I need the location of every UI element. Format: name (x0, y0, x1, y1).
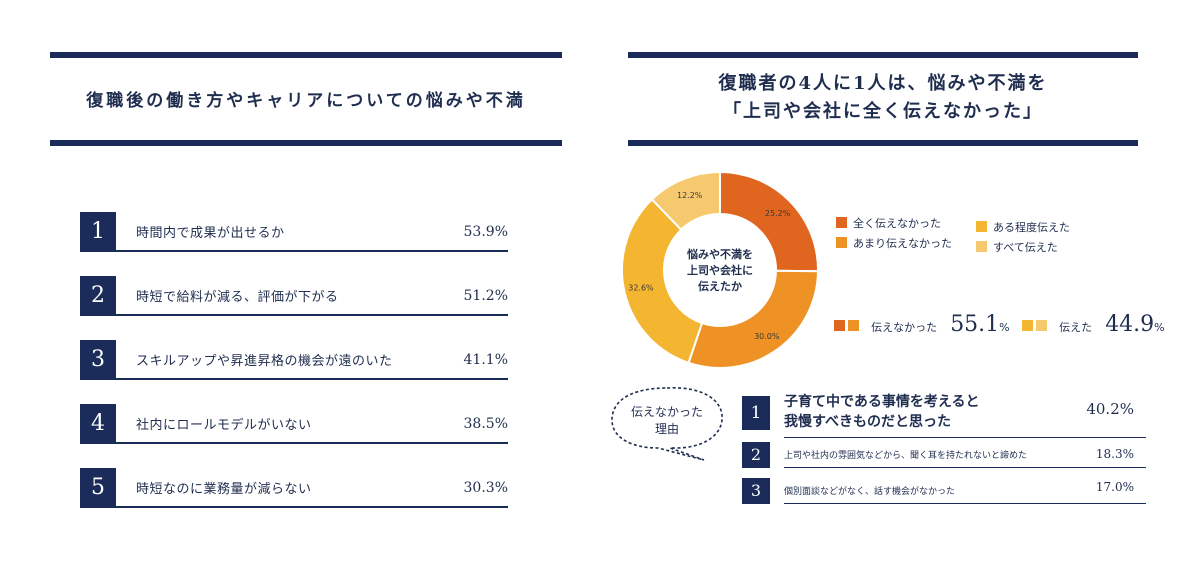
bubble-text: 伝えなかった 理由 (606, 404, 728, 438)
reason-label: 上司や社内の雰囲気などから、聞く耳を持たれないと諦めた (784, 451, 1028, 461)
summary-told: 伝えた 44.9% (1022, 312, 1165, 337)
summary-label: 伝えなかった (871, 321, 938, 334)
reason-value: 40.2% (1086, 400, 1134, 418)
rank-value: 53.9% (463, 224, 508, 240)
right-title-line1: 復職者の4人に1人は、悩みや不満を (718, 73, 1048, 94)
rank-label: 時短なのに業務量が減らない (136, 482, 312, 497)
donut-slice-label: 32.6% (628, 284, 654, 293)
right-panel-title: 復職者の4人に1人は、悩みや不満を 「上司や会社に全く伝えなかった」 (628, 70, 1138, 126)
legend-swatch (976, 221, 987, 232)
reason-number: 2 (742, 442, 770, 468)
reason-row: 3 個別面談などがなく、話す機会がなかった 17.0% (742, 476, 1146, 504)
summary-not-told: 伝えなかった 55.1% (834, 312, 1010, 337)
summary-unit: % (1154, 321, 1165, 334)
rank-value: 30.3% (463, 480, 508, 496)
legend-item: すべて伝えた (976, 239, 1058, 255)
rank-underline (116, 378, 508, 380)
rank-number: 5 (80, 468, 116, 508)
legend-item: あまり伝えなかった (836, 235, 952, 251)
rank-number: 3 (80, 340, 116, 380)
rank-row: 2 時短で給料が減る、評価が下がる 51.2% (80, 276, 508, 316)
donut-slice (621, 197, 704, 365)
donut-center-text: 伝えたか (698, 279, 742, 293)
summary-value: 44.9 (1105, 312, 1155, 337)
donut-slice-label: 12.2% (677, 191, 703, 200)
rank-number: 1 (80, 212, 116, 252)
legend-swatch (976, 241, 987, 252)
reason-label: 子育て中である事情を考えると 我慢すべきものだと思った (784, 392, 979, 432)
legend-label: あまり伝えなかった (853, 237, 952, 250)
rank-label: 社内にロールモデルがいない (136, 418, 312, 433)
legend-label: 全く伝えなかった (853, 217, 941, 230)
right-title-top-rule (628, 52, 1138, 58)
left-title-top-rule (50, 52, 562, 58)
reason-speech-bubble (611, 387, 723, 461)
reason-row: 1 子育て中である事情を考えると 我慢すべきものだと思った 40.2% (742, 392, 1146, 438)
rank-underline (116, 314, 508, 316)
donut-slice (650, 170, 721, 232)
rank-label: スキルアップや昇進昇格の機会が遠のいた (136, 354, 393, 369)
summary-swatch (1036, 320, 1047, 331)
rank-row: 1 時間内で成果が出せるか 53.9% (80, 212, 508, 252)
rank-row: 4 社内にロールモデルがいない 38.5% (80, 404, 508, 444)
reason-number: 1 (742, 396, 770, 430)
reason-row: 2 上司や社内の雰囲気などから、聞く耳を持たれないと諦めた 18.3% (742, 440, 1146, 468)
rank-row: 5 時短なのに業務量が減らない 30.3% (80, 468, 508, 508)
summary-swatch (848, 320, 859, 331)
rank-value: 38.5% (463, 416, 508, 432)
summary-label: 伝えた (1059, 321, 1093, 334)
left-panel-title: 復職後の働き方やキャリアについての悩みや不満 (86, 91, 526, 111)
rank-number: 4 (80, 404, 116, 444)
rank-value: 51.2% (463, 288, 508, 304)
legend-label: ある程度伝えた (993, 221, 1070, 234)
legend-swatch (836, 237, 847, 248)
rank-underline (116, 250, 508, 252)
rank-label: 時間内で成果が出せるか (136, 226, 285, 241)
rank-number: 2 (80, 276, 116, 316)
reason-underline (784, 437, 1146, 438)
rank-row: 3 スキルアップや昇進昇格の機会が遠のいた 41.1% (80, 340, 508, 380)
legend-swatch (836, 217, 847, 228)
legend-label: すべて伝えた (993, 241, 1058, 254)
summary-swatch (1022, 320, 1033, 331)
reason-value: 17.0% (1095, 480, 1134, 494)
reason-number: 3 (742, 478, 770, 504)
rank-label: 時短で給料が減る、評価が下がる (136, 290, 339, 305)
donut-slice-label: 30.0% (754, 332, 780, 341)
right-title-line2: 「上司や会社に全く伝えなかった」 (723, 101, 1043, 122)
rank-underline (116, 506, 508, 508)
bubble-line1: 伝えなかった (630, 405, 703, 419)
rank-value: 41.1% (463, 352, 508, 368)
donut-slice (687, 269, 820, 369)
legend-item: 全く伝えなかった (836, 215, 941, 231)
donut-center-text: 上司や会社に (687, 263, 753, 277)
reason-underline (784, 467, 1146, 468)
bubble-line2: 理由 (654, 422, 679, 436)
left-title-bottom-rule (50, 140, 562, 146)
summary-unit: % (999, 321, 1010, 334)
donut-center-text: 悩みや不満を (686, 247, 753, 261)
summary-value: 55.1 (950, 312, 1000, 337)
rank-underline (116, 442, 508, 444)
right-title-bottom-rule (628, 140, 1138, 146)
reason-underline (784, 503, 1146, 504)
reason-label-line1: 子育て中である事情を考えると (784, 394, 980, 410)
reason-value: 18.3% (1095, 447, 1134, 461)
summary-swatch (834, 320, 845, 331)
reason-label: 個別面談などがなく、話す機会がなかった (784, 487, 956, 497)
donut-slice-label: 25.2% (765, 209, 791, 218)
reason-label-line2: 我慢すべきものだと思った (784, 414, 952, 430)
legend-item: ある程度伝えた (976, 219, 1070, 235)
